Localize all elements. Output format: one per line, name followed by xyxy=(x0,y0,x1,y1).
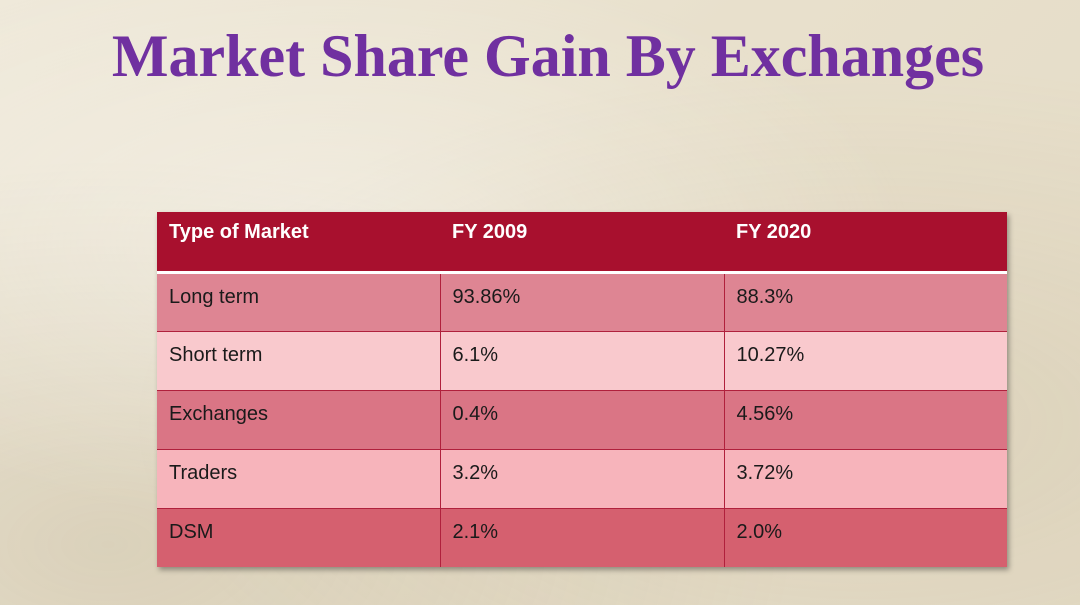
cell-fy-2009: 93.86% xyxy=(440,272,725,332)
cell-fy-2020: 3.72% xyxy=(724,449,1007,509)
cell-market-type: DSM xyxy=(157,508,441,567)
header-fy-2009: FY 2009 xyxy=(440,212,724,274)
cell-fy-2009: 0.4% xyxy=(440,390,725,450)
cell-market-type: Long term xyxy=(157,272,441,332)
table-row: Short term 6.1% 10.27% xyxy=(157,331,1007,391)
table-row: Long term 93.86% 88.3% xyxy=(157,272,1007,332)
cell-market-type: Short term xyxy=(157,331,441,391)
header-fy-2020: FY 2020 xyxy=(724,212,1007,274)
market-share-table: Type of Market FY 2009 FY 2020 Long term… xyxy=(157,212,1007,567)
table-row: Exchanges 0.4% 4.56% xyxy=(157,390,1007,450)
cell-fy-2020: 10.27% xyxy=(724,331,1007,391)
header-type-of-market: Type of Market xyxy=(157,212,440,274)
cell-fy-2020: 88.3% xyxy=(724,272,1007,332)
cell-market-type: Traders xyxy=(157,449,441,509)
cell-fy-2020: 4.56% xyxy=(724,390,1007,450)
table-row: Traders 3.2% 3.72% xyxy=(157,449,1007,509)
table-row: DSM 2.1% 2.0% xyxy=(157,508,1007,567)
cell-fy-2009: 2.1% xyxy=(440,508,725,567)
slide-title: Market Share Gain By Exchanges xyxy=(111,23,985,89)
cell-market-type: Exchanges xyxy=(157,390,441,450)
cell-fy-2009: 3.2% xyxy=(440,449,725,509)
cell-fy-2020: 2.0% xyxy=(724,508,1007,567)
cell-fy-2009: 6.1% xyxy=(440,331,725,391)
table-header-row: Type of Market FY 2009 FY 2020 xyxy=(157,212,1007,274)
